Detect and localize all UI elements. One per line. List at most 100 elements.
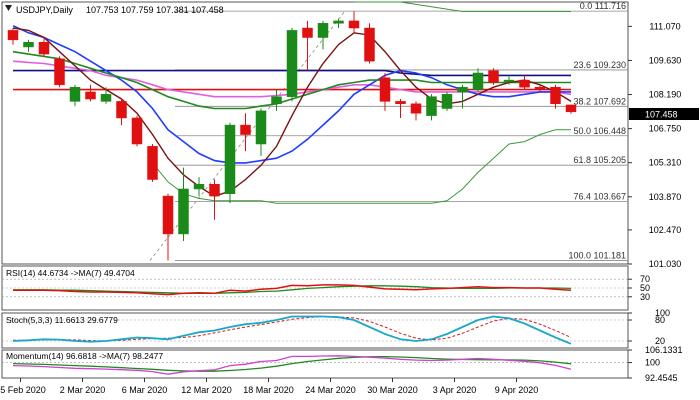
date-axis: 25 Feb 2020 2 Mar 2020 6 Mar 2020 12 Mar 20… (0, 378, 538, 395)
triangle-icon (5, 5, 12, 11)
stoch-lines (2, 315, 628, 345)
momentum-ma-line (12, 355, 572, 372)
current-price-tag: 107.458 (629, 108, 699, 120)
date-tick-label: 6 Mar 2020 (122, 385, 168, 395)
momentum-tick-label: 100 (645, 358, 660, 368)
momentum-tick-label: 106.1331 (645, 345, 683, 355)
price-pane-border (1, 1, 629, 265)
date-tick-label: 25 Feb 2020 (0, 385, 46, 395)
candle-body (147, 146, 158, 180)
candle-body (519, 79, 530, 88)
momentum-pane[interactable]: Momentum(14) 96.6818 ->MA(7) 98.2477 (1, 349, 629, 379)
rsi-tick-label: 70 (640, 274, 650, 284)
price-tick-label: 105.310 (649, 158, 682, 168)
price-tick-label: 109.630 (649, 55, 682, 65)
candle-body (488, 70, 499, 83)
price-tick-label: 103.870 (649, 192, 682, 202)
header-ohlc: 107.753 107.759 107.381 107.458 (86, 5, 224, 15)
candle-body (23, 41, 34, 48)
bollinger-upper-line (354, 1, 571, 12)
fib-anchor-line (149, 10, 346, 261)
candle-body (162, 195, 174, 235)
candle-body (69, 86, 81, 102)
candle-body (395, 101, 406, 105)
date-tick-label: 18 Mar 2020 (243, 385, 294, 395)
fib-label: 23.6 109.230 (573, 60, 626, 70)
candle-body (457, 86, 468, 93)
candles (7, 11, 577, 261)
candle-body (426, 96, 437, 116)
candle-body (240, 124, 251, 135)
candle-body (302, 27, 313, 38)
stoch-pane-border (1, 312, 629, 349)
current-price-label: 107.458 (645, 110, 678, 120)
candle-body (317, 23, 329, 38)
momentum-axis: 106.1331 100 92.4545 (628, 345, 683, 383)
date-tick-label: 30 Mar 2020 (367, 385, 418, 395)
candle-body (550, 86, 561, 105)
stoch-label: Stoch(5,3,3) 11.6613 29.6779 (6, 315, 118, 325)
price-tick-label: 101.030 (649, 259, 682, 269)
header-symbol: USDJPY,Daily (16, 5, 73, 15)
candle-body (193, 183, 205, 190)
stoch-tick-label: 20 (655, 336, 665, 346)
rsi-lines (2, 278, 628, 298)
candle-body (100, 94, 112, 102)
fib-label: 76.4 103.667 (573, 192, 626, 202)
candle-body (286, 30, 298, 97)
bollinger-bands (152, 1, 571, 204)
date-tick-label: 3 Apr 2020 (433, 385, 477, 395)
candle-body (534, 86, 546, 90)
candle-body (503, 79, 515, 82)
momentum-line (12, 355, 572, 375)
stoch-tick-label: 80 (655, 315, 665, 325)
fib-label: 50.0 106.448 (573, 126, 626, 136)
candle-body (364, 27, 375, 62)
fib-label: 100.0 101.181 (568, 250, 626, 260)
price-axis: 111.070 109.630 108.190 106.750 105.310 103.8… (628, 21, 681, 269)
candle-body (410, 103, 422, 114)
price-pane[interactable]: 0.0 111.716 23.6 109.230 38.2 107.692 50.0 … (1, 1, 629, 265)
candle-body (255, 110, 267, 145)
candle-body (441, 94, 453, 109)
date-tick-label: 24 Mar 2020 (305, 385, 356, 395)
date-tick-label: 2 Mar 2020 (60, 385, 106, 395)
fib-label: 38.2 107.692 (573, 96, 626, 106)
momentum-lines (2, 355, 628, 375)
momentum-tick-label: 92.4545 (645, 373, 678, 383)
candle-body (271, 96, 282, 105)
price-tick-label: 102.470 (649, 225, 682, 235)
rsi-label: RSI(14) 44.6734 ->MA(7) 49.4704 (6, 268, 135, 278)
candle-body (224, 124, 236, 194)
rsi-line (13, 284, 572, 296)
candle-body (209, 183, 220, 197)
current-price-box (629, 108, 699, 120)
candle-body (85, 91, 96, 100)
candle-body (565, 104, 577, 113)
momentum-label: Momentum(14) 96.6818 ->MA(7) 98.2477 (6, 351, 163, 361)
stoch-pane[interactable]: Stoch(5,3,3) 11.6613 29.6779 (1, 312, 629, 349)
price-tick-label: 111.070 (649, 21, 680, 31)
fib-label: 0.0 111.716 (580, 1, 626, 11)
stoch-tick-label: 100 (655, 308, 670, 318)
price-tick-label: 108.190 (649, 90, 682, 100)
rsi-ma-line (13, 285, 572, 294)
date-tick-label: 12 Mar 2020 (181, 385, 232, 395)
price-tick-label: 106.750 (649, 124, 682, 134)
candle-body (178, 188, 189, 235)
candle-body (131, 117, 143, 145)
candle-body (7, 30, 19, 41)
fib-label: 61.8 105.205 (573, 155, 626, 165)
candle-body (54, 58, 65, 86)
rsi-pane[interactable]: RSI(14) 44.6734 ->MA(7) 49.4704 (1, 265, 629, 311)
stoch-main-line (12, 315, 572, 345)
candle-body (333, 20, 344, 24)
candle-body (348, 20, 360, 29)
candle-body (116, 101, 127, 119)
bollinger-lower-line (152, 129, 571, 204)
